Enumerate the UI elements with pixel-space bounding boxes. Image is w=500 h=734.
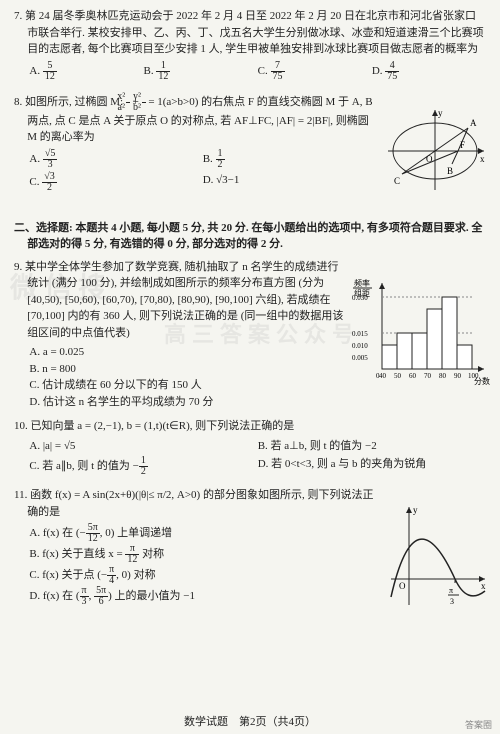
svg-text:80: 80 [439, 372, 447, 380]
svg-text:F: F [460, 140, 465, 150]
svg-text:y: y [438, 108, 443, 118]
q9-option-a: A. a = 0.025 [29, 344, 346, 361]
q7-option-a: A. 512 [29, 61, 143, 82]
svg-text:O: O [399, 581, 406, 591]
svg-text:分数: 分数 [474, 376, 490, 386]
q8-option-c: C. √32 [29, 172, 202, 193]
svg-text:O: O [426, 154, 433, 164]
question-8: 8. 如图所示, 过椭圆 M: x²a² + y²b² = 1(a>b>0) 的… [14, 92, 486, 212]
svg-text:组距: 组距 [354, 288, 370, 298]
q10-option-c: C. 若 a∥b, 则 t 的值为 −12 [29, 456, 257, 477]
q10-option-d: D. 若 0<t<3, 则 a 与 b 的夹角为锐角 [258, 456, 486, 477]
svg-text:x: x [481, 581, 486, 591]
svg-text:40: 40 [379, 372, 387, 380]
footer-right-mark: 答案圈 [465, 719, 492, 733]
svg-text:0.015: 0.015 [352, 330, 368, 338]
svg-text:π: π [449, 586, 453, 595]
svg-text:B: B [447, 166, 453, 176]
question-9: 9. 某中学全体学生参加了数学竞赛, 随机抽取了 n 名学生的成绩进行统计 (满… [14, 259, 486, 411]
q11-option-d: D. f(x) 在 (π3, 5π6) 上的最小值为 −1 [29, 586, 376, 607]
svg-text:C: C [394, 176, 400, 186]
question-7: 7. 第 24 届冬季奥林匹克运动会于 2022 年 2 月 4 日至 2022… [14, 8, 486, 84]
q9-figure: 0.030 0.015 0.010 0.005 0 40 50 60 70 80… [350, 277, 490, 387]
svg-text:A: A [470, 118, 477, 128]
question-11: 11. 函数 f(x) = A sin(2x+θ)(|θ|≤ π/2, A>0)… [14, 487, 486, 617]
q9-option-c: C. 估计成绩在 60 分以下的有 150 人 [29, 377, 346, 394]
q11-option-c: C. f(x) 关于点 (−π4, 0) 对称 [29, 565, 376, 586]
q7-stem: 7. 第 24 届冬季奥林匹克运动会于 2022 年 2 月 4 日至 2022… [14, 8, 486, 58]
page-footer: 数学试题 第2页（共4页） [0, 714, 500, 731]
section-2-header: 二、选择题: 本题共 4 小题, 每小题 5 分, 共 20 分. 在每小题给出… [14, 220, 486, 253]
q9-option-b: B. n = 800 [29, 361, 346, 378]
q8-figure: x y O A B C F [380, 106, 490, 196]
q10-option-a: A. |a| = √5 [29, 438, 257, 455]
svg-text:x: x [480, 154, 485, 164]
q8-option-d: D. √3−1 [203, 172, 376, 193]
q10-option-b: B. 若 a⊥b, 则 t 的值为 −2 [258, 438, 486, 455]
svg-text:70: 70 [424, 372, 432, 380]
q10-stem: 10. 已知向量 a = (2,−1), b = (1,t)(t∈R), 则下列… [14, 418, 486, 435]
svg-text:0.005: 0.005 [352, 354, 368, 362]
q8-option-b: B. 12 [203, 149, 376, 170]
q11-figure: x y O π 3 [385, 501, 490, 611]
q8-option-a: A. √53 [29, 149, 202, 170]
svg-text:频率: 频率 [354, 278, 370, 288]
q11-option-a: A. f(x) 在 (−5π12, 0) 上单调递增 [29, 523, 376, 544]
q7-option-b: B. 112 [144, 61, 258, 82]
q9-option-d: D. 估计这 n 名学生的平均成绩为 70 分 [29, 394, 346, 411]
svg-text:0.010: 0.010 [352, 342, 368, 350]
q7-option-d: D. 475 [372, 61, 486, 82]
svg-text:50: 50 [394, 372, 402, 380]
q11-option-b: B. f(x) 关于直线 x = π12 对称 [29, 544, 376, 565]
svg-text:3: 3 [450, 597, 454, 606]
svg-text:90: 90 [454, 372, 462, 380]
svg-text:60: 60 [409, 372, 417, 380]
svg-text:y: y [413, 505, 418, 515]
question-10: 10. 已知向量 a = (2,−1), b = (1,t)(t∈R), 则下列… [14, 418, 486, 479]
q7-option-c: C. 775 [258, 61, 372, 82]
